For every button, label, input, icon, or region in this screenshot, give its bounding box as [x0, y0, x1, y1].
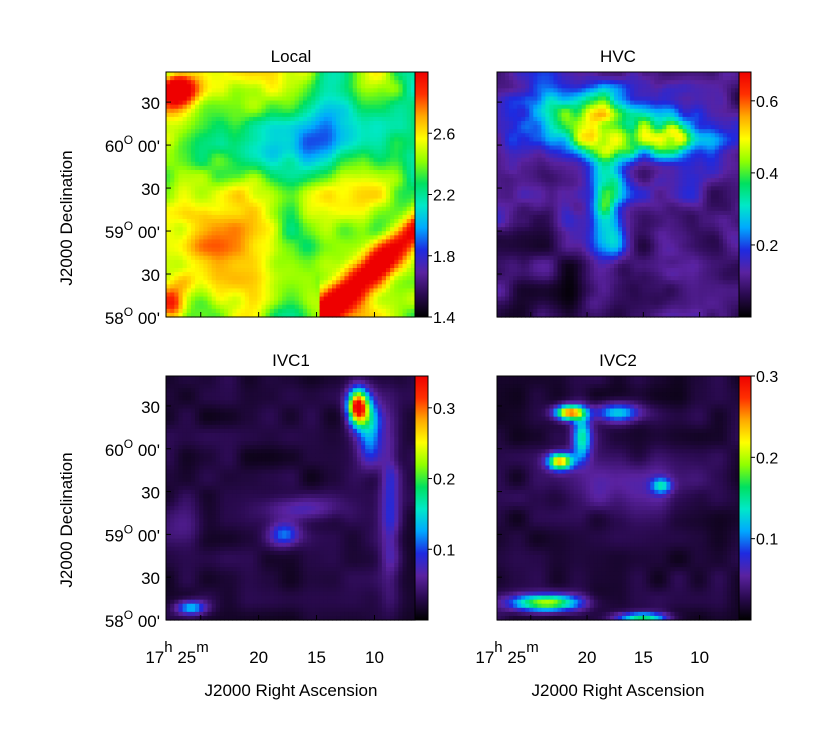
x-tick-label: 20 — [249, 648, 268, 667]
y-tick-label: 58O 00' — [105, 608, 160, 631]
x-tick-label: 15 — [634, 648, 653, 667]
panel-title: IVC1 — [272, 351, 310, 370]
colorbar-tick-label: 0.2 — [433, 472, 455, 489]
colorbar-tick: 0.2 — [751, 238, 778, 255]
colorbar-tick: 0.2 — [428, 472, 455, 489]
y-tick-label: 60O 00' — [105, 437, 160, 460]
y-tick-label: 30 — [141, 569, 160, 588]
y-tick-label: 60O 00' — [105, 133, 160, 156]
colorbar-tick: 0.2 — [751, 450, 778, 467]
colorbar-ticks: 0.1 0.2 0.3 — [751, 369, 778, 549]
x-tick-label: 20 — [578, 648, 597, 667]
x-axis-ticks: 17h 25m 20 15 10 — [475, 615, 709, 667]
x-axis-ticks: 17h 25m 20 15 10 — [145, 615, 384, 667]
x-axis-ticks — [200, 312, 375, 317]
colorbar-ticks: 1.4 1.8 2.2 2.6 — [428, 126, 455, 327]
heatmap-image — [497, 72, 740, 318]
colorbar-tick-label: 2.2 — [433, 188, 455, 205]
y-tick-label: 58O 00' — [105, 305, 160, 328]
panel-local: Local 1.4 1.8 2.2 2.6 58O 00' 30 59O 00' 30 60O… — [57, 47, 455, 328]
y-tick-label: 59O 00' — [105, 219, 160, 242]
colorbar-tick: 0.3 — [428, 401, 455, 418]
y-tick-label: 59O 00' — [105, 522, 160, 545]
y-axis-ticks — [497, 101, 502, 318]
colorbar-tick-label: 0.3 — [756, 369, 778, 386]
colorbar-tick-label: 0.1 — [433, 542, 455, 559]
y-tick-label: 30 — [141, 180, 160, 199]
panel-title: Local — [271, 47, 312, 66]
colorbar-tick: 1.8 — [428, 249, 455, 266]
colorbar-tick-label: 0.4 — [756, 166, 778, 183]
x-tick-label: 15 — [307, 648, 326, 667]
colorbar — [414, 375, 429, 621]
panel-title: IVC2 — [599, 351, 637, 370]
colorbar-ticks: 0.2 0.4 0.6 — [751, 94, 778, 255]
colorbar-tick-label: 0.2 — [756, 238, 778, 255]
colorbar-tick-label: 1.8 — [433, 249, 455, 266]
y-axis-ticks — [497, 405, 502, 621]
heatmap-image — [166, 72, 416, 318]
colorbar-tick: 2.6 — [428, 126, 455, 143]
y-tick-label: 30 — [141, 398, 160, 417]
colorbar-tick: 0.3 — [751, 369, 778, 386]
colorbar-tick: 0.1 — [751, 532, 778, 549]
y-axis-ticks: 58O 00' 30 59O 00' 30 60O 00' 30 — [105, 94, 171, 328]
colorbar-tick: 1.4 — [428, 310, 455, 327]
heatmap-image — [166, 376, 416, 621]
colorbar-tick-label: 2.6 — [433, 126, 455, 143]
x-tick-label: 17h 25m — [145, 639, 208, 667]
y-tick-label: 30 — [141, 484, 160, 503]
colorbar-tick-label: 0.3 — [433, 401, 455, 418]
colorbar-tick-label: 1.4 — [433, 310, 455, 327]
colorbar-ticks: 0.1 0.2 0.3 — [428, 401, 455, 559]
colorbar-tick: 0.6 — [751, 94, 778, 111]
x-tick-label: 17h 25m — [475, 639, 538, 667]
panel-hvc: HVC 0.2 0.4 0.6 — [496, 47, 778, 318]
panel-ivc1: IVC1 0.1 0.2 0.3 58O 00' 30 59O 00' 30 60O 00'… — [57, 351, 455, 700]
y-axis-ticks: 58O 00' 30 59O 00' 30 60O 00' 30 — [105, 398, 171, 631]
x-axis-label: J2000 Right Ascension — [532, 681, 705, 700]
y-tick-label: 30 — [141, 266, 160, 285]
colorbar-tick: 0.1 — [428, 542, 455, 559]
heatmap-image — [497, 376, 740, 621]
panel-ivc2: IVC2 0.1 0.2 0.3 17h 25m 20 15 10 J2000 Right… — [475, 351, 778, 700]
colorbar-tick-label: 0.2 — [756, 450, 778, 467]
x-tick-label: 10 — [365, 648, 384, 667]
colorbar — [414, 71, 429, 318]
y-axis-label: J2000 Declination — [57, 452, 76, 587]
x-axis-ticks — [530, 312, 701, 317]
colorbar — [738, 71, 752, 318]
y-tick-label: 30 — [141, 94, 160, 113]
colorbar — [738, 375, 752, 621]
y-axis-label: J2000 Declination — [57, 150, 76, 285]
colorbar-tick-label: 0.6 — [756, 94, 778, 111]
x-tick-label: 10 — [690, 648, 709, 667]
colorbar-tick: 0.4 — [751, 166, 778, 183]
x-axis-label: J2000 Right Ascension — [205, 681, 378, 700]
colorbar-tick-label: 0.1 — [756, 532, 778, 549]
colorbar-tick: 2.2 — [428, 188, 455, 205]
panel-title: HVC — [600, 47, 636, 66]
